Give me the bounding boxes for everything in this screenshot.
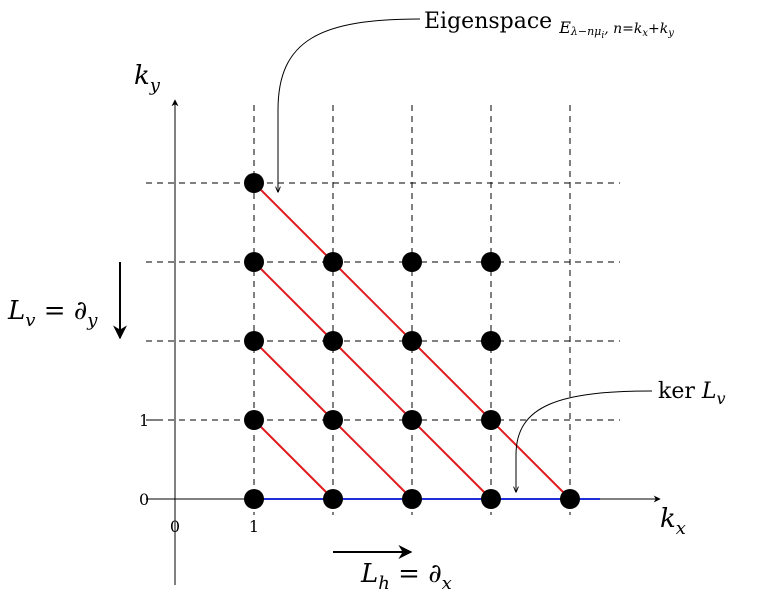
eigenspace-condition-y: y bbox=[667, 28, 674, 39]
vertical-operator-label: Lv = ∂y bbox=[7, 296, 98, 331]
eigenspace-subscript-i: i bbox=[601, 31, 604, 41]
lattice-point bbox=[323, 489, 343, 509]
lattice-point bbox=[244, 173, 264, 193]
eigenspace-pointer-curve bbox=[278, 18, 421, 192]
vertical-operator-eq: = bbox=[35, 296, 73, 326]
horizontal-operator-base: L bbox=[360, 559, 378, 589]
y-axis-label-sub: y bbox=[149, 75, 161, 96]
eigenspace-condition-plus: +k bbox=[648, 21, 668, 37]
x-tick-label-one: 1 bbox=[249, 517, 259, 536]
lattice-point bbox=[402, 331, 422, 351]
horizontal-operator-eq: = bbox=[390, 559, 428, 589]
eigenspace-symbol: E bbox=[558, 18, 571, 37]
vertical-operator-base: L bbox=[7, 296, 25, 326]
lattice-point bbox=[481, 410, 501, 430]
y-axis-label: ky bbox=[134, 61, 161, 96]
horizontal-operator-partial-sub: x bbox=[442, 573, 452, 590]
y-tick-label-one: 1 bbox=[139, 411, 149, 430]
eigenspace-condition: , n=k bbox=[604, 21, 642, 37]
y-tick-label-zero: 0 bbox=[139, 490, 149, 509]
lattice-point bbox=[244, 489, 264, 509]
kernel-operator: L bbox=[701, 379, 717, 404]
lattice-point bbox=[244, 331, 264, 351]
lattice-point bbox=[402, 410, 422, 430]
vertical-operator-partial-sub: y bbox=[86, 310, 98, 331]
horizontal-operator-partial: ∂ bbox=[428, 559, 441, 589]
lattice-point bbox=[481, 331, 501, 351]
x-axis-label-base: k bbox=[660, 504, 676, 534]
kernel-word: ker bbox=[658, 379, 702, 404]
lattice-point bbox=[402, 489, 422, 509]
lattice-point bbox=[244, 410, 264, 430]
lattice-point bbox=[481, 489, 501, 509]
lattice-point bbox=[560, 489, 580, 509]
x-tick-label-zero: 0 bbox=[170, 517, 180, 536]
vertical-operator-partial: ∂ bbox=[74, 296, 87, 326]
lattice-points bbox=[244, 173, 580, 509]
eigenspace-word: Eigenspace bbox=[424, 9, 559, 34]
vertical-operator-sub: v bbox=[25, 310, 35, 331]
eigenspace-subscript: λ−nμ bbox=[570, 25, 601, 38]
lattice-point bbox=[481, 252, 501, 272]
lattice-point bbox=[323, 410, 343, 430]
kernel-pointer-curve bbox=[516, 390, 653, 492]
horizontal-operator-sub: h bbox=[378, 573, 390, 590]
lattice-point bbox=[402, 252, 422, 272]
eigenspace-condition-x: x bbox=[642, 28, 648, 39]
lattice-point bbox=[244, 252, 264, 272]
dashed-grid bbox=[146, 105, 620, 515]
eigenspace-annotation: Eigenspace Eλ−nμi, n=kx+ky bbox=[424, 9, 674, 41]
eigenspace-diagonal bbox=[253, 261, 492, 500]
eigenspace-diagonal bbox=[253, 419, 334, 500]
x-axis-label-sub: x bbox=[676, 518, 686, 539]
lattice-point bbox=[323, 252, 343, 272]
lattice-point bbox=[323, 331, 343, 351]
kernel-annotation: ker Lv bbox=[658, 379, 726, 408]
horizontal-operator-label: Lh = ∂x bbox=[360, 559, 452, 590]
x-axis-label: kx bbox=[660, 504, 686, 539]
y-axis-label-base: k bbox=[134, 61, 150, 91]
kernel-operator-sub: v bbox=[716, 389, 725, 408]
